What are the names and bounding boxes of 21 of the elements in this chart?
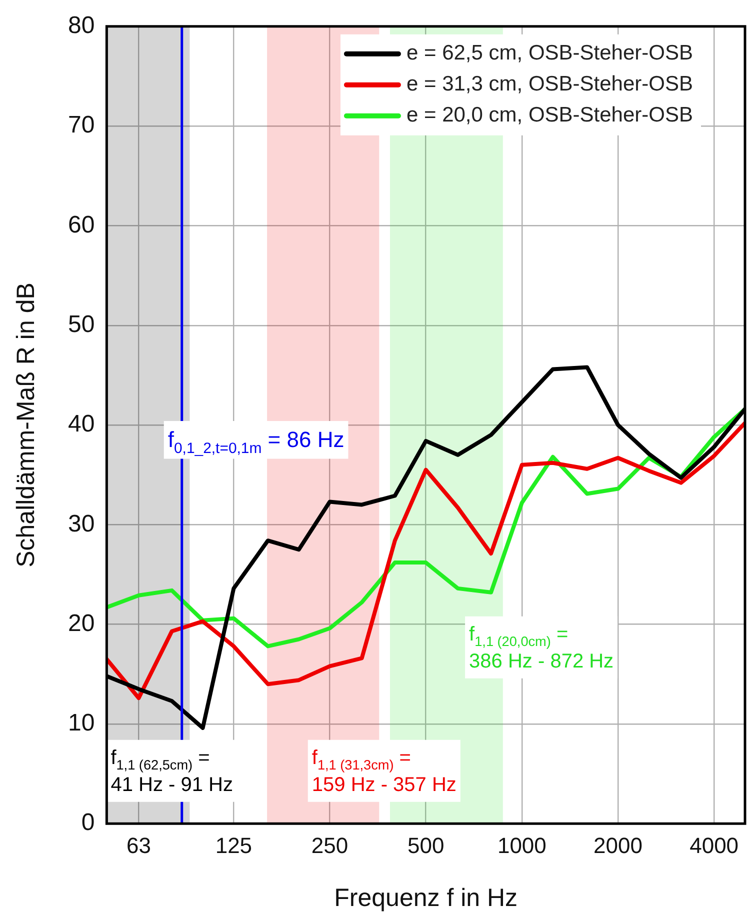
y-tick-label: 50 (68, 310, 95, 338)
y-tick-label: 0 (81, 809, 95, 836)
y-axis-title: Schalldämm-Maß R in dB (12, 282, 40, 568)
x-tick-label: 63 (126, 832, 151, 858)
x-tick-label: 2000 (594, 832, 642, 858)
x-tick-label: 250 (311, 832, 348, 858)
legend-label: e = 62,5 cm, OSB-Steher-OSB (406, 42, 694, 65)
y-tick-label: 40 (68, 410, 95, 438)
y-tick-label: 10 (68, 710, 95, 737)
y-tick-label: 80 (68, 12, 95, 40)
y-tick-label: 60 (68, 211, 95, 238)
x-tick-label: 500 (407, 832, 444, 858)
y-tick-label: 20 (68, 610, 95, 637)
x-tick-label: 125 (215, 832, 252, 858)
x-axis-title: Frequenz f in Hz (334, 884, 518, 912)
x-tick-label: 1000 (497, 832, 546, 858)
legend-label: e = 31,3 cm, OSB-Steher-OSB (406, 72, 694, 96)
legend-label: e = 20,0 cm, OSB-Steher-OSB (406, 104, 694, 127)
y-tick-label: 70 (68, 112, 95, 139)
x-tick-label: 4000 (690, 832, 739, 858)
y-tick-label: 30 (68, 510, 95, 538)
